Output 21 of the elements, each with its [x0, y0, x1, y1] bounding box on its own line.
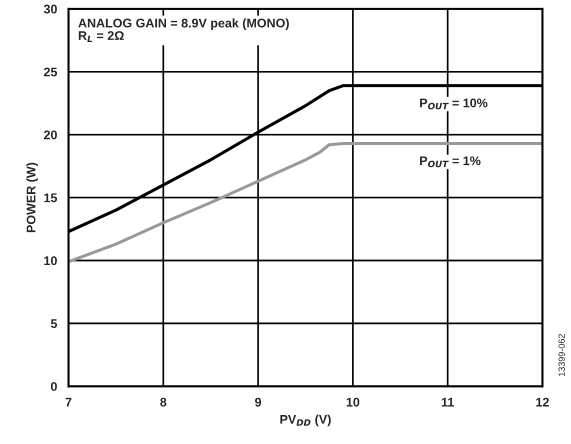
- y-tick-label: 20: [44, 130, 57, 140]
- y-tick-label: 15: [44, 194, 58, 202]
- y-tick-label: 5: [50, 319, 58, 328]
- y-axis-title: POWER (W): [26, 162, 38, 232]
- annotation: ANALOG GAIN = 8.9V peak (MONO): [78, 18, 289, 30]
- x-tick-label: 7: [66, 398, 72, 406]
- y-tick-label: 0: [50, 382, 57, 391]
- x-tick-label: 11: [442, 398, 454, 406]
- text: 13399-062: [558, 334, 565, 376]
- x-tick-label: 10: [346, 398, 360, 407]
- y-tick-label: 25: [44, 68, 58, 76]
- series-label: P$_{OUT}$ = 1%: [420, 156, 481, 168]
- y-tick-label: 30: [44, 4, 57, 14]
- x-tick-label: 8: [160, 398, 166, 407]
- x-axis-title: PV$_{DD}$ (V): [280, 414, 331, 426]
- y-tick-label: 10: [44, 256, 57, 266]
- annotation: R$_{L}$ = 2Ω: [78, 31, 124, 42]
- x-tick-label: 9: [255, 398, 262, 407]
- line-series: [68, 142, 542, 264]
- series-label: P$_{OUT}$ = 10%: [420, 98, 488, 110]
- x-tick-label: 12: [536, 398, 549, 406]
